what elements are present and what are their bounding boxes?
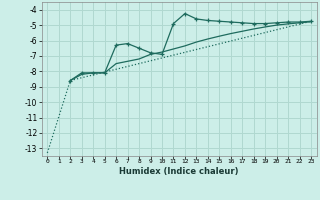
X-axis label: Humidex (Indice chaleur): Humidex (Indice chaleur) xyxy=(119,167,239,176)
